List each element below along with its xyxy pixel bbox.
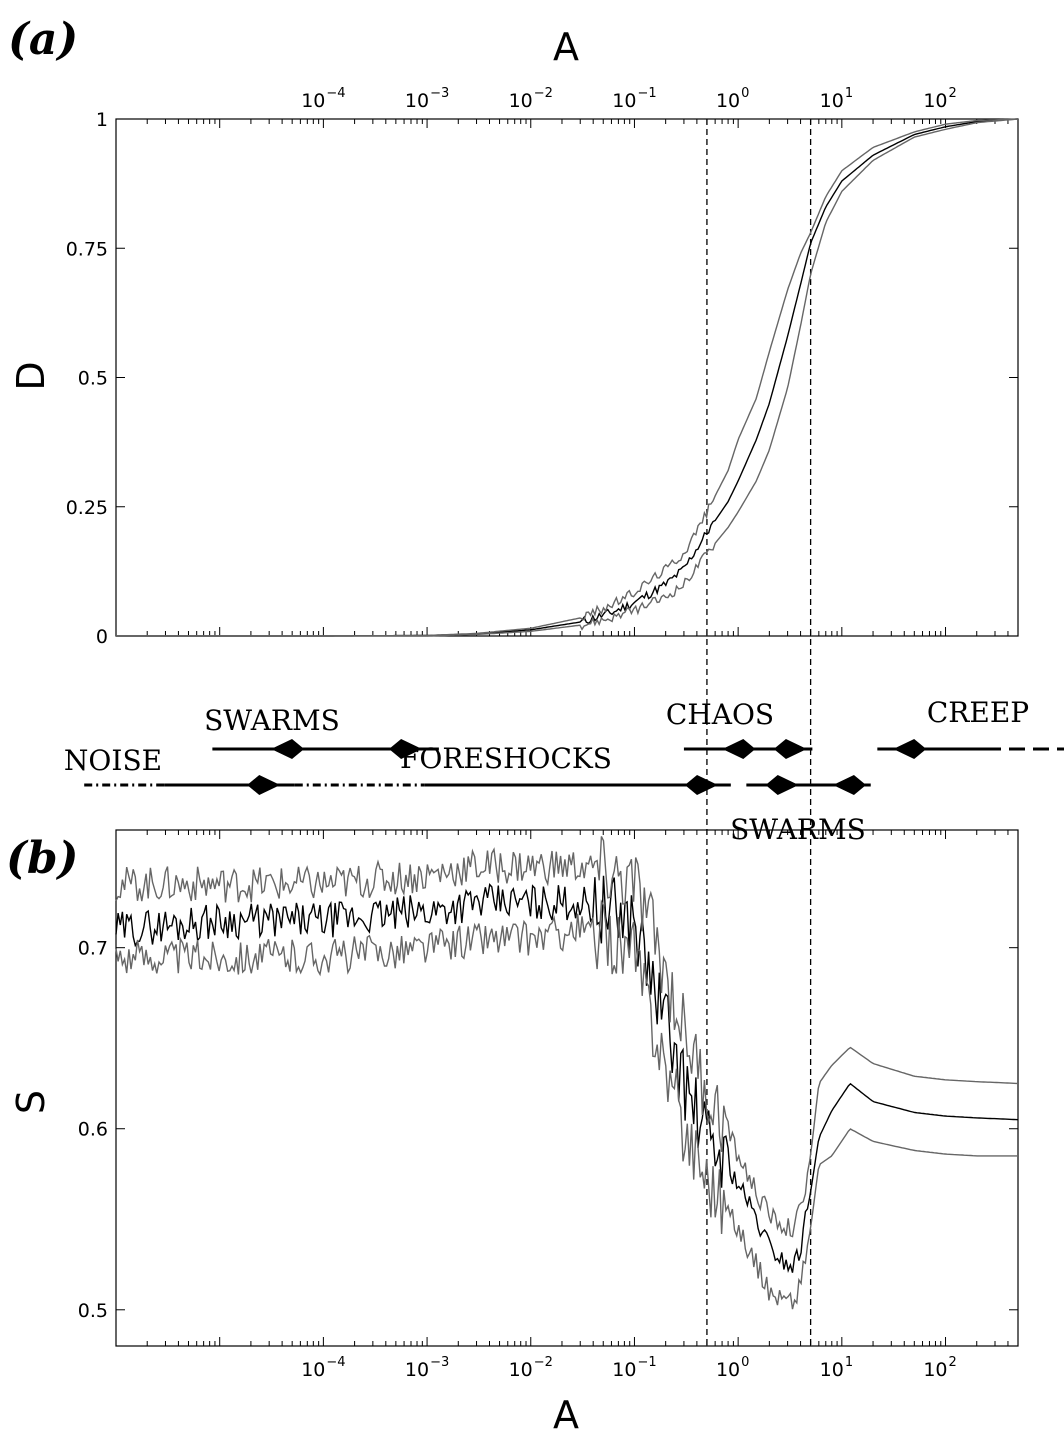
x-tick-label-exponent: 2 xyxy=(949,1355,957,1370)
regime-arrowhead xyxy=(773,739,807,759)
y-tick-label: 0.6 xyxy=(78,1119,108,1141)
y-tick-label: 0.5 xyxy=(78,1300,108,1322)
x-tick-label: 10 xyxy=(405,90,429,112)
regime-arrowhead xyxy=(765,775,799,795)
panel-a-ticks: 10 −4 10 −3 10 −2 10 −1 10 0 10 1 10 200.250.50.751 xyxy=(66,86,1019,648)
regime-arrowhead xyxy=(271,739,305,759)
regime-label: CHAOS xyxy=(666,698,774,731)
y-tick-label: 0.25 xyxy=(66,497,108,519)
regime-arrowhead xyxy=(722,739,756,759)
x-tick-label: 10 xyxy=(612,90,636,112)
x-tick-label-exponent: −4 xyxy=(326,1355,345,1370)
series-line-upper xyxy=(115,836,1019,1238)
panel-b-y-axis-title: S xyxy=(9,1090,53,1114)
y-tick-label: 0.7 xyxy=(78,938,108,960)
x-tick-label-exponent: −2 xyxy=(534,86,553,101)
y-tick-label: 1 xyxy=(96,109,108,131)
x-tick-label: 10 xyxy=(612,1359,636,1381)
regime-arrowhead xyxy=(684,775,718,795)
x-tick-label-exponent: 1 xyxy=(845,1355,853,1370)
x-tick-label: 10 xyxy=(405,1359,429,1381)
panel-b-ticks: 10 −4 10 −3 10 −2 10 −1 10 0 10 1 10 20.50.60.7 xyxy=(78,830,1019,1381)
regime-label: NOISE xyxy=(64,744,162,777)
x-tick-label-exponent: −3 xyxy=(430,86,449,101)
y-tick-label: 0.75 xyxy=(66,238,108,260)
series-line-lower xyxy=(116,118,1019,637)
regime-diagram: NOISE SWARMS FORESHOCKS CHAOS SWARMS CREEP xyxy=(64,696,1064,846)
x-tick-label-exponent: 0 xyxy=(741,1355,749,1370)
x-tick-label: 10 xyxy=(716,1359,740,1381)
x-tick-label: 10 xyxy=(923,90,947,112)
x-tick-label-exponent: −3 xyxy=(430,1355,449,1370)
panel-a-y-axis-title: D xyxy=(9,361,53,390)
x-tick-label: 10 xyxy=(820,90,844,112)
x-tick-label-exponent: −4 xyxy=(326,86,345,101)
x-tick-label-exponent: 2 xyxy=(949,86,957,101)
panel-a-plot-frame xyxy=(115,118,1019,637)
x-tick-label: 10 xyxy=(923,1359,947,1381)
regime-boundary-lines xyxy=(706,119,812,1346)
regime-label: CREEP xyxy=(927,696,1029,729)
x-tick-label-exponent: −2 xyxy=(534,1355,553,1370)
panel-b-x-axis-title: A xyxy=(553,1393,579,1432)
x-tick-label: 10 xyxy=(301,90,325,112)
regime-arrowhead xyxy=(389,739,423,759)
y-tick-label: 0.5 xyxy=(78,368,108,390)
regime-label: FORESHOCKS xyxy=(400,742,612,775)
x-tick-label-exponent: −1 xyxy=(637,86,656,101)
regime-arrowhead xyxy=(833,775,867,795)
panel-a-label: (a) xyxy=(8,14,78,65)
x-tick-label-exponent: −1 xyxy=(637,1355,656,1370)
panel-b-label: (b) xyxy=(6,833,78,884)
x-tick-label: 10 xyxy=(301,1359,325,1381)
series-line-upper xyxy=(116,118,1019,637)
panel-a-x-axis-title: A xyxy=(553,25,579,69)
regime-label: SWARMS xyxy=(730,813,866,846)
x-tick-label-exponent: 1 xyxy=(845,86,853,101)
regime-arrowhead xyxy=(893,739,927,759)
x-tick-label: 10 xyxy=(820,1359,844,1381)
regime-arrowhead xyxy=(247,775,281,795)
x-tick-label: 10 xyxy=(716,90,740,112)
panel-b-series xyxy=(115,836,1019,1310)
panel-b-plot-frame xyxy=(115,829,1019,1347)
series-line-mean xyxy=(116,118,1019,637)
y-tick-label: 0 xyxy=(96,626,108,648)
regime-label: SWARMS xyxy=(204,704,340,737)
x-tick-label-exponent: 0 xyxy=(741,86,749,101)
series-line-mean xyxy=(115,875,1019,1273)
x-tick-label: 10 xyxy=(509,90,533,112)
x-tick-label: 10 xyxy=(509,1359,533,1381)
series-line-lower xyxy=(115,899,1018,1310)
panel-a-series xyxy=(116,118,1019,637)
